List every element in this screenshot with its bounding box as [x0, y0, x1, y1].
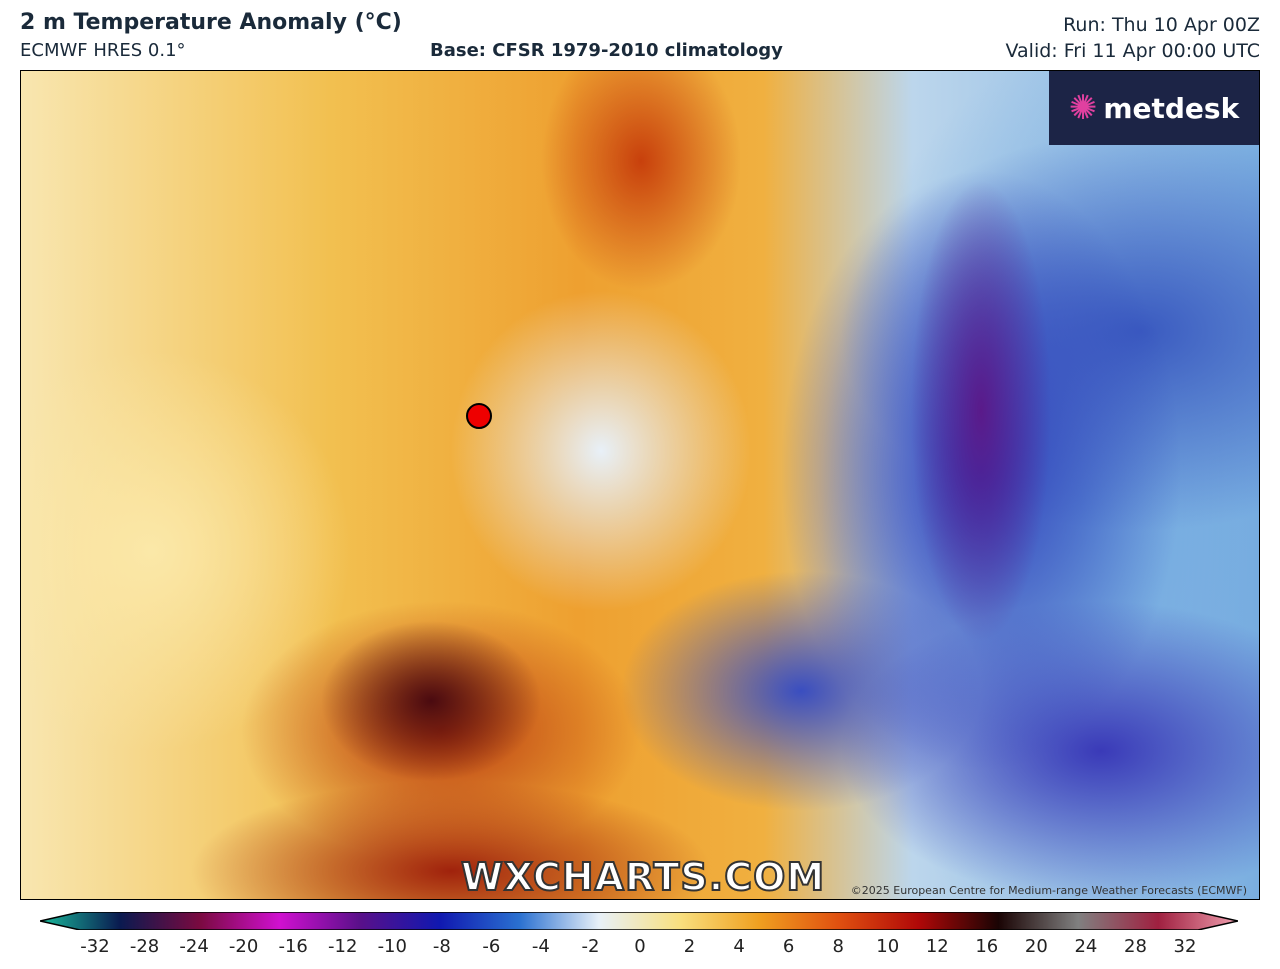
logo-text: metdesk: [1103, 91, 1240, 125]
colorbar-tick-label: -16: [278, 936, 308, 957]
colorbar-tick-label: 20: [1024, 936, 1048, 957]
colorbar-tick-label: 32: [1173, 936, 1197, 957]
base-label: Base: CFSR 1979-2010 climatology: [430, 40, 783, 61]
colorbar-tick-label: -4: [531, 936, 550, 957]
colorbar-tick-label: -24: [179, 936, 209, 957]
colorbar-tick-label: -8: [432, 936, 451, 957]
colorbar-tick-label: -32: [80, 936, 110, 957]
colorbar-tick-label: 0: [634, 936, 646, 957]
colorbar: [40, 912, 1238, 930]
colorbar-tick-label: 8: [832, 936, 844, 957]
run-label: Run: Thu 10 Apr 00Z: [1063, 14, 1260, 36]
colorbar-tick-label: -2: [581, 936, 600, 957]
model-label: ECMWF HRES 0.1°: [20, 40, 186, 61]
colorbar-tick-label: 24: [1074, 936, 1098, 957]
colorbar-tick-label: -20: [228, 936, 259, 957]
location-marker: [466, 403, 492, 429]
logo-flower-icon: ✺: [1068, 88, 1098, 128]
colorbar-tick-label: -6: [482, 936, 501, 957]
colorbar-tick-label: 16: [975, 936, 999, 957]
colorbar-tick-label: -28: [129, 936, 160, 957]
chart-title: 2 m Temperature Anomaly (°C): [20, 10, 402, 35]
colorbar-tick-label: 12: [925, 936, 949, 957]
watermark: WXCHARTS.COM: [460, 854, 826, 899]
copyright: ©2025 European Centre for Medium-range W…: [850, 884, 1247, 897]
metdesk-logo: ✺ metdesk: [1049, 71, 1259, 145]
colorbar-tick-label: -12: [328, 936, 358, 957]
colorbar-tick-label: 6: [782, 936, 795, 957]
colorbar-tick-label: 28: [1124, 936, 1147, 957]
valid-label: Valid: Fri 11 Apr 00:00 UTC: [1005, 40, 1261, 62]
colorbar-tick-label: 10: [876, 936, 900, 957]
colorbar-tick-label: 2: [683, 936, 696, 957]
colorbar-tick-label: 4: [733, 936, 745, 957]
colorbar-tick-label: -10: [377, 936, 407, 957]
temperature-anomaly-map: ✺ metdesk WXCHARTS.COM ©2025 European Ce…: [20, 70, 1260, 900]
